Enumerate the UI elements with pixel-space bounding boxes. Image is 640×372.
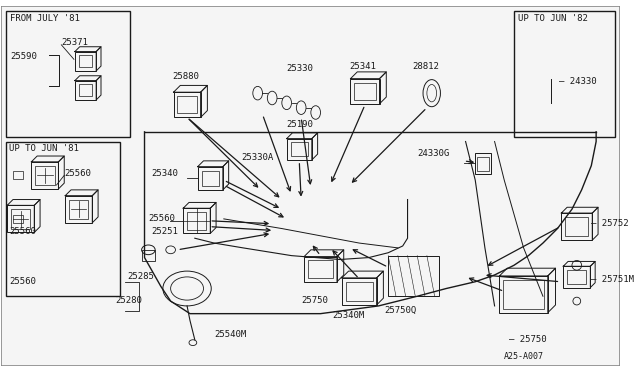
Bar (567, 270, 586, 284)
Text: — 25752: — 25752 (591, 219, 629, 228)
Text: 25371: 25371 (61, 38, 88, 47)
Text: 25590: 25590 (10, 52, 37, 61)
Bar (351, 78, 380, 104)
Text: 25190: 25190 (287, 120, 314, 129)
Bar (477, 157, 489, 170)
Text: — 25750: — 25750 (509, 335, 547, 344)
Text: — 25751M: — 25751M (591, 275, 634, 284)
Bar (563, 266, 590, 288)
Bar (503, 280, 544, 309)
Text: 25285: 25285 (127, 272, 154, 281)
Bar (141, 250, 155, 262)
Bar (173, 92, 200, 117)
Text: 25560: 25560 (64, 169, 91, 177)
Bar (79, 55, 92, 67)
Bar (183, 208, 211, 233)
Text: 25880: 25880 (173, 72, 200, 81)
Text: 25340: 25340 (151, 169, 178, 177)
Text: 25560: 25560 (148, 214, 175, 223)
Text: 25330A: 25330A (241, 153, 273, 162)
Bar (79, 84, 92, 96)
Bar (177, 96, 196, 113)
Text: 28812: 28812 (412, 62, 439, 71)
Bar (65, 196, 92, 223)
Text: 25560: 25560 (9, 227, 36, 235)
Bar (31, 162, 58, 189)
Bar (287, 139, 312, 160)
Bar (69, 199, 88, 219)
Bar (35, 166, 54, 185)
Bar (355, 83, 376, 100)
Text: — 24330: — 24330 (559, 77, 597, 86)
Bar (198, 167, 223, 190)
Text: 25251: 25251 (151, 227, 178, 235)
Bar (476, 153, 491, 174)
Text: 25750: 25750 (301, 296, 328, 305)
Bar (514, 11, 616, 137)
Bar (6, 141, 120, 296)
Bar (342, 278, 376, 305)
Bar (308, 260, 333, 278)
Text: A25-A007: A25-A007 (504, 352, 544, 361)
Bar (187, 212, 207, 230)
Bar (304, 257, 337, 282)
Bar (561, 213, 592, 240)
Text: 25540M: 25540M (214, 330, 246, 339)
Bar (202, 170, 219, 186)
Text: 25330: 25330 (287, 64, 314, 73)
Bar (388, 256, 438, 296)
Text: 24330G: 24330G (417, 149, 449, 158)
Bar (13, 171, 22, 179)
Bar (75, 81, 96, 100)
Text: 25560: 25560 (9, 277, 36, 286)
Bar (6, 11, 130, 137)
Bar (499, 276, 548, 313)
Bar (291, 142, 308, 156)
Bar (13, 215, 22, 223)
Text: 25280: 25280 (115, 296, 142, 305)
Bar (346, 282, 372, 301)
Text: 25750Q: 25750Q (385, 306, 417, 315)
Bar (565, 217, 588, 236)
Text: FROM JULY '81: FROM JULY '81 (10, 14, 80, 23)
Text: UP TO JUN '82: UP TO JUN '82 (518, 14, 588, 23)
Text: UP TO JUN '81: UP TO JUN '81 (9, 144, 79, 153)
Bar (11, 209, 31, 228)
Text: 25341: 25341 (349, 62, 376, 71)
Text: 25340M: 25340M (332, 311, 364, 320)
Bar (7, 205, 35, 232)
Bar (75, 52, 96, 71)
